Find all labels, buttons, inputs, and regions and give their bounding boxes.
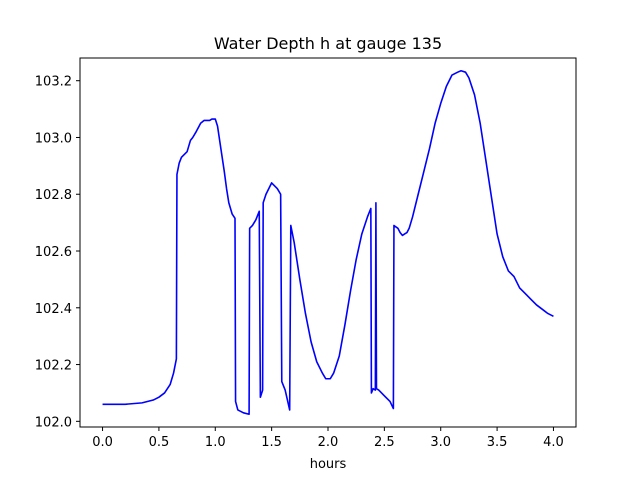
- x-tick-label: 4.0: [543, 435, 564, 450]
- y-tick-label: 102.0: [35, 415, 72, 430]
- x-tick-label: 2.0: [318, 435, 339, 450]
- x-tick-label: 3.5: [487, 435, 508, 450]
- chart-title: Water Depth h at gauge 135: [214, 34, 442, 53]
- x-axis-ticks: 0.0 0.5 1.0 1.5 2.0 2.5 3.0 3.5 4.0: [92, 427, 564, 450]
- x-tick-label: 1.0: [205, 435, 226, 450]
- y-tick-label: 103.0: [35, 131, 72, 146]
- x-tick-label: 0.0: [92, 435, 113, 450]
- y-tick-label: 102.8: [35, 188, 72, 203]
- y-tick-label: 102.2: [35, 359, 72, 374]
- x-tick-label: 3.0: [430, 435, 451, 450]
- axes-frame: [79, 57, 577, 428]
- series-line-0: [102, 69, 554, 416]
- y-tick-label: 103.2: [35, 75, 72, 90]
- x-tick-label: 1.5: [261, 435, 282, 450]
- x-axis-label: hours: [310, 457, 347, 472]
- y-axis-ticks: 102.0 102.2 102.4 102.6 102.8 103.0 103.2: [35, 75, 80, 430]
- x-tick-label: 0.5: [149, 435, 170, 450]
- plot-area: [102, 69, 554, 416]
- y-tick-label: 102.4: [35, 302, 72, 317]
- y-tick-label: 102.6: [35, 245, 72, 260]
- x-tick-label: 2.5: [374, 435, 395, 450]
